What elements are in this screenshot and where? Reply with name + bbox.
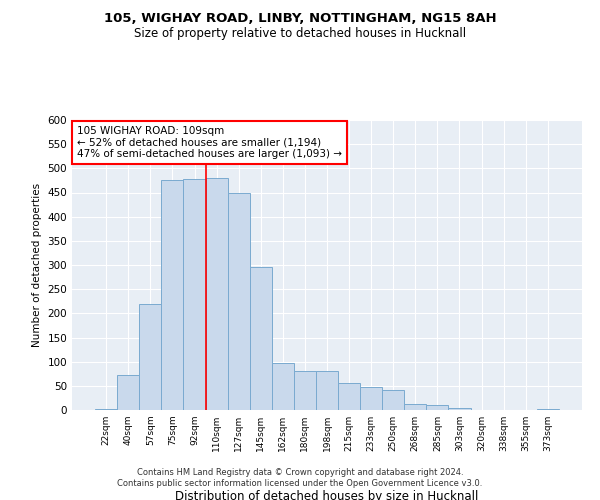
Bar [250,268,272,410]
Bar [227,192,250,410]
Text: Size of property relative to detached houses in Hucknall: Size of property relative to detached ho… [134,28,466,40]
Bar [117,375,139,410]
Bar [404,404,427,410]
Bar [95,408,117,410]
Bar [360,387,382,410]
Text: 105, WIGHAY ROAD, LINBY, NOTTINGHAM, NG15 8AH: 105, WIGHAY ROAD, LINBY, NOTTINGHAM, NG1… [104,12,496,26]
Bar [206,178,227,410]
Text: Contains HM Land Registry data © Crown copyright and database right 2024.
Contai: Contains HM Land Registry data © Crown c… [118,468,482,487]
Bar [537,408,559,410]
Bar [139,304,161,410]
Bar [184,179,206,410]
Bar [338,384,360,410]
Y-axis label: Number of detached properties: Number of detached properties [32,183,42,347]
Bar [427,405,448,410]
Bar [161,180,184,410]
Bar [382,390,404,410]
Bar [294,372,316,410]
Bar [316,372,338,410]
X-axis label: Distribution of detached houses by size in Hucknall: Distribution of detached houses by size … [175,490,479,500]
Text: 105 WIGHAY ROAD: 109sqm
← 52% of detached houses are smaller (1,194)
47% of semi: 105 WIGHAY ROAD: 109sqm ← 52% of detache… [77,126,342,159]
Bar [448,408,470,410]
Bar [272,363,294,410]
